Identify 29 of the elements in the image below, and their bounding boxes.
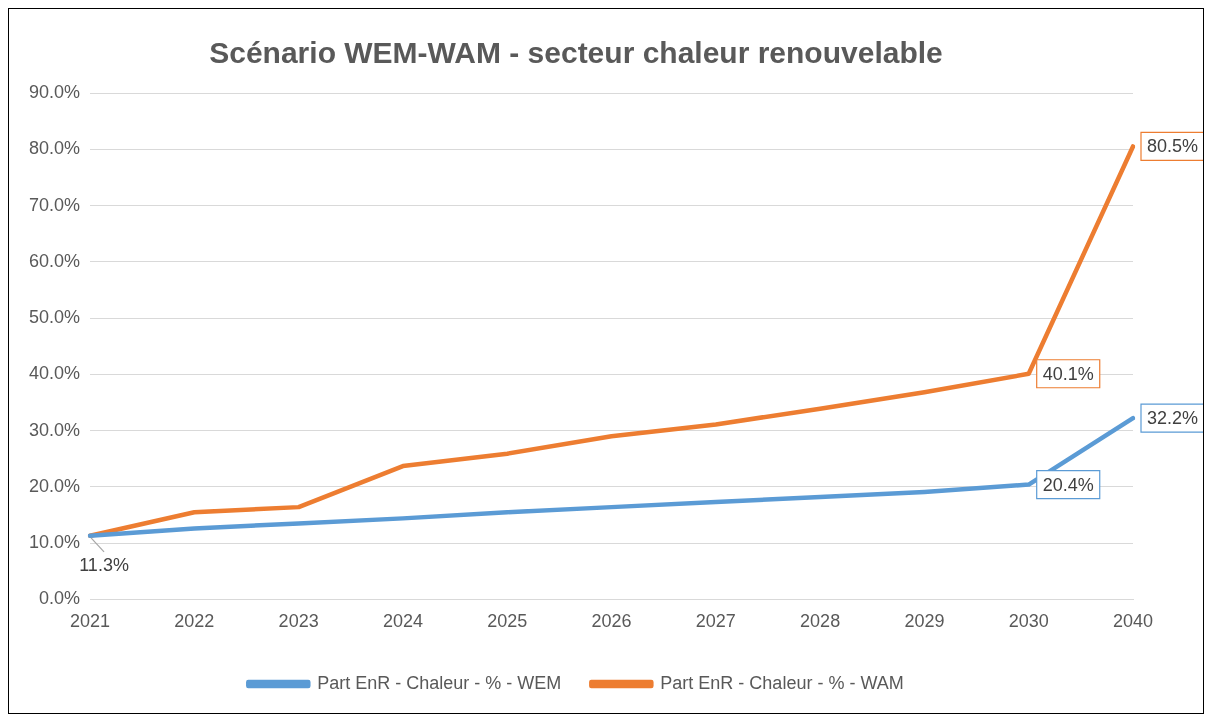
y-tick-label: 70.0% — [28, 194, 81, 215]
x-tick-label: 2027 — [695, 611, 736, 632]
x-tick-label: 2026 — [591, 611, 632, 632]
x-tick-label: 2021 — [70, 611, 111, 632]
x-tick-label: 2023 — [278, 611, 319, 632]
legend-label: Part EnR - Chaleur - % - WAM — [660, 672, 904, 693]
chart-title: Scénario WEM-WAM - secteur chaleur renouvelable — [209, 36, 943, 70]
x-tick-label: 2025 — [487, 611, 528, 632]
data-label: 20.4% — [1042, 474, 1094, 495]
y-tick-label: 0.0% — [39, 588, 81, 609]
y-tick-label: 50.0% — [28, 307, 81, 328]
data-label: 32.2% — [1147, 408, 1199, 429]
x-tick-label: 2040 — [1112, 611, 1154, 632]
x-tick-label: 2022 — [174, 611, 215, 632]
data-label: 80.5% — [1147, 136, 1199, 157]
y-tick-label: 90.0% — [28, 81, 81, 102]
data-label: 40.1% — [1042, 363, 1094, 384]
x-tick-label: 2028 — [800, 611, 841, 632]
x-tick-label: 2030 — [1008, 611, 1049, 632]
x-tick-label: 2029 — [904, 611, 945, 632]
annotation: 11.3% — [79, 554, 129, 575]
y-tick-label: 80.0% — [28, 138, 81, 159]
legend-label: Part EnR - Chaleur - % - WEM — [317, 672, 562, 693]
y-tick-label: 20.0% — [28, 475, 81, 496]
y-tick-label: 30.0% — [28, 419, 81, 440]
y-tick-label: 40.0% — [28, 363, 81, 384]
y-tick-label: 10.0% — [28, 532, 81, 553]
x-tick-label: 2024 — [382, 611, 423, 632]
y-tick-label: 60.0% — [28, 250, 81, 271]
